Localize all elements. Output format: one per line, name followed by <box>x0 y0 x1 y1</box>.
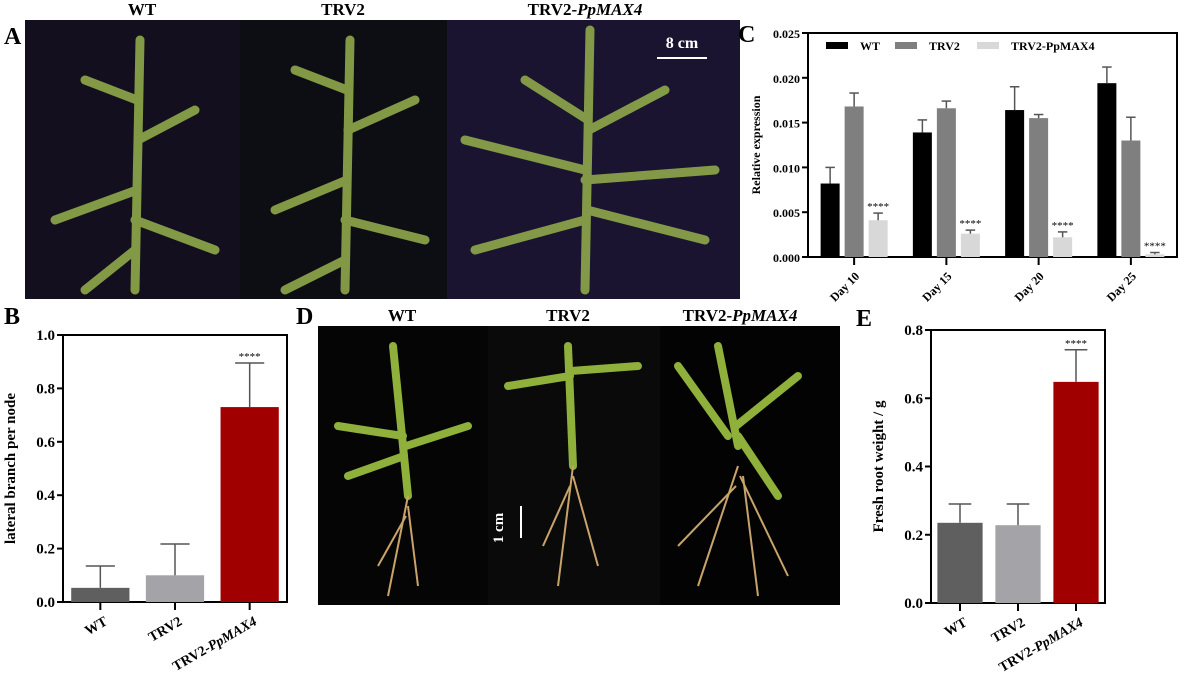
d-title-prefix: TRV2- <box>682 306 733 325</box>
bar <box>844 106 864 257</box>
significance-label: **** <box>959 218 981 230</box>
panel-a-photos: 8 cm <box>25 20 740 299</box>
y-tick-label: 0.8 <box>904 323 923 339</box>
a-title-wt: WT <box>127 0 157 19</box>
a-title-trv2: TRV2 <box>321 0 365 19</box>
legend-label: WT <box>860 39 880 53</box>
y-tick-label: 0.025 <box>773 27 800 41</box>
x-tick-label: WT <box>83 614 111 639</box>
bar <box>912 132 932 257</box>
y-tick-label: 0.010 <box>773 161 800 175</box>
y-tick-label: 0.0 <box>904 596 923 612</box>
y-axis-label: Fresh root weight / g <box>871 400 887 532</box>
bar <box>1005 110 1025 257</box>
significance-label: **** <box>239 351 261 363</box>
scale-bar-a-label: 8 cm <box>666 35 699 52</box>
significance-label: **** <box>867 201 889 213</box>
y-tick-label: 0.015 <box>773 117 800 131</box>
bar <box>995 525 1041 603</box>
x-tick-label: WT <box>942 615 970 640</box>
y-tick-label: 0.4 <box>904 460 923 476</box>
y-tick-label: 0.8 <box>36 381 55 397</box>
legend-swatch <box>826 42 848 49</box>
y-tick-label: 0.6 <box>904 391 923 407</box>
bar <box>820 183 840 257</box>
bar <box>1097 83 1117 257</box>
bar <box>868 220 888 257</box>
bar <box>1145 254 1165 257</box>
y-tick-label: 0.2 <box>904 528 923 544</box>
y-axis-label: Relative expression <box>749 95 763 194</box>
significance-label: **** <box>1144 241 1166 253</box>
x-tick-label: TRV2 <box>989 615 1028 646</box>
plot-frame <box>807 32 1178 258</box>
y-tick-label: 0.6 <box>36 435 55 451</box>
panel-label-e: E <box>856 306 873 332</box>
significance-label: **** <box>1065 338 1087 350</box>
chart-c: 0.000 0.005 0.010 0.015 0.020 0.025 Relative e… <box>749 27 1178 304</box>
chart-b: 0.0 0.2 0.4 0.6 0.8 1.0 lateral branch per nod… <box>3 328 288 675</box>
a-title-prefix: TRV2- <box>527 0 578 19</box>
scale-bar-d-label: 1 cm <box>491 512 507 543</box>
bar <box>71 587 130 602</box>
bar <box>937 522 983 603</box>
x-tick-label: TRV2 <box>146 614 185 645</box>
d-title-gene: PpMAX4 <box>732 306 798 325</box>
bar <box>960 233 980 257</box>
y-tick-label: 0.4 <box>36 488 55 504</box>
legend-swatch <box>895 42 917 49</box>
bar <box>936 108 956 257</box>
d-title-trv2-ppmax4: TRV2-PpMAX4 <box>683 306 798 326</box>
y-tick-label: 0.0 <box>36 595 55 611</box>
y-tick-label: 1.0 <box>36 328 55 344</box>
y-tick-label: 0.2 <box>36 542 55 558</box>
d-title-wt: WT <box>387 306 417 325</box>
bar <box>1053 237 1073 257</box>
y-tick-label: 0.005 <box>773 206 800 220</box>
x-tick-label: Day 25 <box>1104 269 1139 304</box>
legend-swatch <box>977 42 999 49</box>
y-tick-label: 0.000 <box>773 251 800 265</box>
panel-d-photos: 1 cm <box>318 326 840 605</box>
bar <box>1121 140 1141 257</box>
panel-label-a: A <box>4 24 22 50</box>
bar <box>1029 118 1049 258</box>
x-tick-label: TRV2-PpMAX4 <box>170 614 259 674</box>
bar <box>145 575 205 602</box>
x-tick-label: Day 10 <box>827 269 862 304</box>
bar <box>220 407 279 602</box>
photo-ppmax4-seedling <box>660 326 840 605</box>
legend-label: TRV2 <box>929 39 960 53</box>
x-tick-label: Day 15 <box>919 269 954 304</box>
significance-label: **** <box>1052 220 1074 232</box>
a-title-gene: PpMAX4 <box>577 0 643 19</box>
panel-label-c: C <box>738 22 756 48</box>
d-title-trv2: TRV2 <box>546 306 590 325</box>
legend-label: TRV2-PpMAX4 <box>1011 39 1095 53</box>
y-tick-label: 0.020 <box>773 72 800 86</box>
bar <box>1053 381 1099 603</box>
a-title-trv2-ppmax4: TRV2-PpMAX4 <box>528 0 643 20</box>
x-tick-label: Day 20 <box>1012 269 1047 304</box>
panel-label-d: D <box>296 304 314 330</box>
y-axis-label: lateral branch per node <box>3 393 19 544</box>
panel-label-b: B <box>4 304 21 330</box>
chart-e: 0.0 0.2 0.4 0.6 0.8 Fresh root weight / g WT TR… <box>871 323 1106 676</box>
